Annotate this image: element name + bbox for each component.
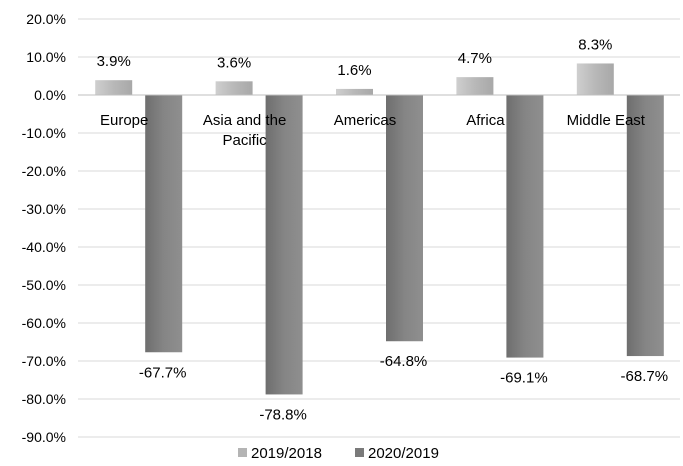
data-label: 1.6% — [337, 62, 371, 79]
data-label: -78.8% — [259, 406, 307, 423]
bar-s2019 — [95, 80, 133, 95]
y-tick-label: -10.0% — [22, 125, 66, 141]
y-tick-label: -90.0% — [22, 429, 66, 445]
data-label: -69.1% — [500, 370, 548, 387]
data-label: -64.8% — [380, 353, 428, 370]
y-axis-tick-labels: 20.0% 10.0% 0.0% -10.0% -20.0% -30.0% -40.0% -5… — [22, 11, 66, 445]
bar-s2020 — [386, 95, 423, 342]
y-tick-label: 10.0% — [26, 49, 66, 65]
legend-swatch — [355, 448, 364, 457]
category-labels: Europe Asia and the Pacific Americas Africa M… — [100, 112, 646, 149]
data-label: -68.7% — [621, 368, 669, 385]
category-label: Americas — [334, 112, 397, 129]
category-label: Africa — [466, 112, 505, 129]
y-tick-label: -40.0% — [22, 239, 66, 255]
y-tick-label: -60.0% — [22, 315, 66, 331]
category-label: Europe — [100, 112, 148, 129]
data-labels: 3.9% -67.7% 3.6% -78.8% 1.6% -64.8% 4.7% -69.1%… — [97, 36, 668, 423]
data-label: -67.7% — [139, 364, 187, 381]
bar-s2020 — [626, 95, 664, 357]
data-label: 8.3% — [578, 36, 612, 53]
y-tick-label: -80.0% — [22, 391, 66, 407]
data-label: 4.7% — [458, 50, 492, 67]
y-tick-label: -70.0% — [22, 353, 66, 369]
data-label: 3.6% — [217, 54, 251, 71]
legend-label: 2020/2019 — [368, 445, 439, 462]
bar-s2020 — [506, 95, 544, 358]
legend-label: 2019/2018 — [251, 445, 322, 462]
bar-s2019 — [576, 63, 614, 95]
y-tick-label: -30.0% — [22, 201, 66, 217]
y-tick-label: 20.0% — [26, 11, 66, 27]
category-label: Asia and the Pacific — [203, 112, 286, 149]
y-tick-label: -20.0% — [22, 163, 66, 179]
category-label: Middle East — [567, 112, 646, 129]
bars — [95, 63, 664, 395]
bar-s2019 — [456, 77, 494, 95]
bar-s2019 — [215, 81, 253, 95]
y-tick-label: 0.0% — [34, 87, 66, 103]
bar-s2020 — [265, 95, 303, 395]
legend-swatch — [238, 448, 247, 457]
legend: 2019/2018 2020/2019 — [238, 445, 439, 462]
y-tick-label: -50.0% — [22, 277, 66, 293]
data-label: 3.9% — [97, 53, 131, 70]
bar-s2020 — [145, 95, 183, 353]
bar-s2019 — [336, 88, 373, 95]
